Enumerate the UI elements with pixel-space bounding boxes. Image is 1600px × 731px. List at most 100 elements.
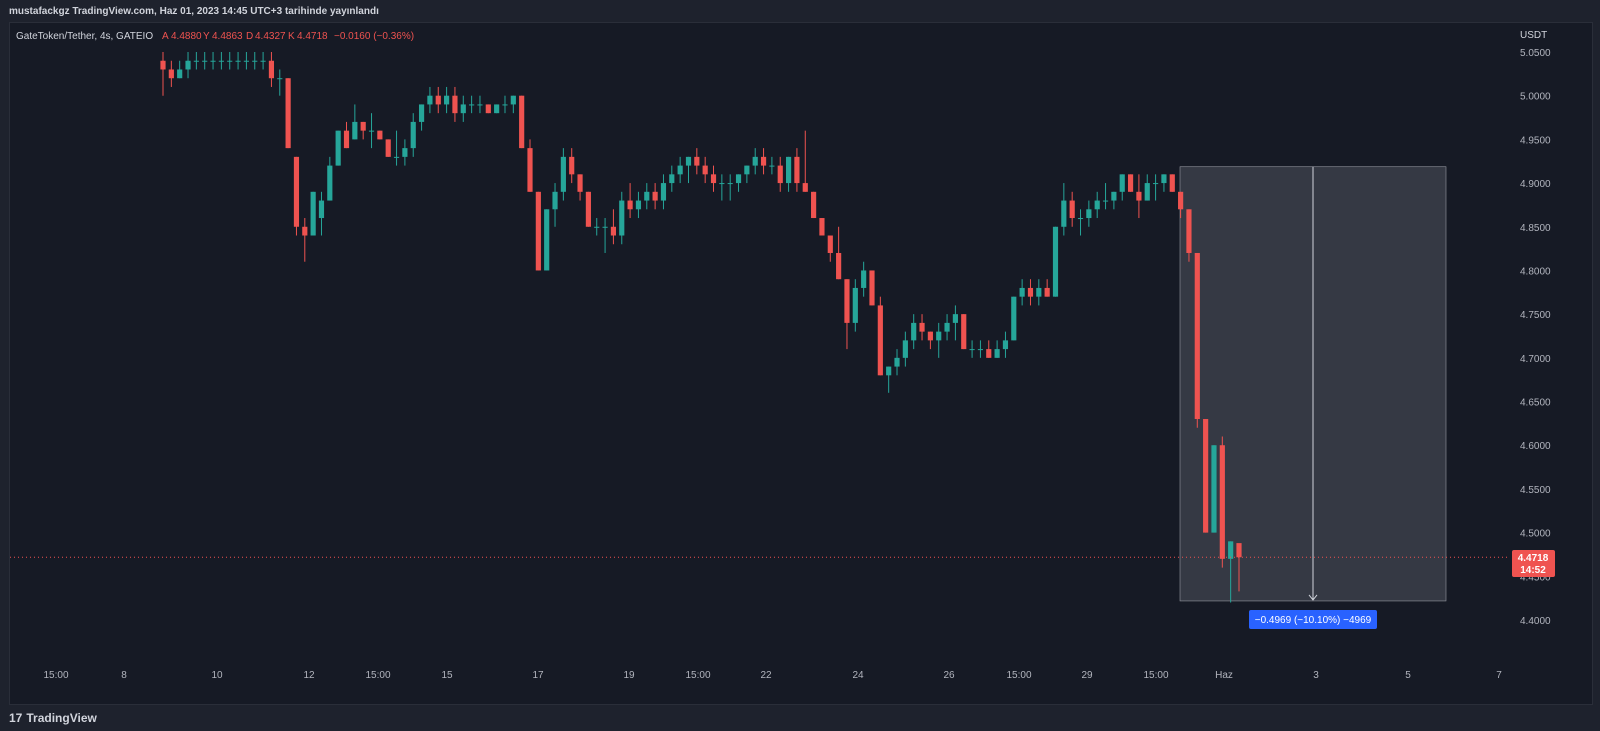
time-tick: 15:00: [685, 670, 710, 681]
candles: [160, 52, 1242, 603]
candle-body: [1144, 183, 1150, 201]
price-tick: 4.4000: [1520, 616, 1551, 627]
candle-body: [327, 165, 333, 201]
candle-body: [1236, 543, 1242, 558]
candle-body: [268, 60, 275, 79]
candle-body: [402, 148, 408, 157]
time-tick: 12: [303, 670, 315, 681]
legend-close: 4.4718: [297, 31, 328, 42]
candle-body: [469, 104, 475, 106]
candle-body: [760, 156, 767, 166]
candle-body: [502, 104, 508, 106]
tradingview-logo-icon: 17: [9, 711, 23, 725]
candle-body: [1194, 252, 1200, 420]
price-tick: 4.7000: [1520, 354, 1551, 365]
candle-body: [360, 121, 366, 131]
candle-body: [1186, 209, 1192, 253]
candle-body: [1102, 200, 1109, 202]
time-tick: 15:00: [1143, 670, 1168, 681]
chart-panel[interactable]: [9, 22, 1593, 705]
candle-body: [177, 69, 183, 79]
candle-body: [410, 121, 416, 149]
candle-body: [594, 226, 600, 228]
time-tick: 7: [1496, 670, 1502, 681]
candle-body: [986, 349, 992, 358]
time-tick: 15: [441, 670, 453, 681]
candle-body: [1178, 191, 1184, 210]
candle-body: [977, 349, 984, 351]
price-tick: 4.9000: [1520, 179, 1551, 190]
legend: GateToken/Tether, 4s, GATEIO A 4.4880 Y …: [16, 31, 414, 42]
candle-body: [635, 200, 642, 210]
candle-body: [160, 60, 166, 70]
candle-body: [719, 183, 725, 185]
candle-body: [919, 322, 925, 332]
candle-body: [243, 60, 249, 62]
candle-body: [168, 69, 174, 79]
price-axis[interactable]: 5.0500 5.0000 4.9500 4.9000 4.8500 4.8000 4.75…: [1520, 48, 1551, 627]
candle-body: [677, 165, 683, 175]
time-tick: 29: [1081, 670, 1093, 681]
candle-body: [961, 314, 967, 350]
candle-body: [1052, 226, 1059, 297]
candle-body: [1203, 419, 1209, 533]
candle-body: [210, 60, 216, 62]
tradingview-logo[interactable]: 17 TradingView: [9, 711, 97, 725]
price-tick: 4.8500: [1520, 223, 1551, 234]
price-tick: 4.4500: [1520, 572, 1551, 583]
candle-body: [285, 78, 291, 149]
candle-body: [393, 156, 400, 158]
candle-body: [1019, 287, 1025, 297]
candlestick-chart[interactable]: 5.0500 5.0000 4.9500 4.9000 4.8500 4.8000 4.75…: [0, 0, 1600, 705]
legend-open: 4.4880: [171, 31, 202, 42]
candle-body: [869, 270, 875, 306]
candle-body: [352, 121, 358, 140]
candle-body: [1228, 541, 1234, 559]
candle-body: [1069, 200, 1075, 219]
candle-body: [619, 200, 625, 236]
candle-body: [1094, 200, 1100, 210]
candle-body: [185, 60, 191, 70]
legend-high: 4.4863: [212, 31, 243, 42]
candle-body: [1111, 191, 1117, 201]
time-tick: 15:00: [365, 670, 390, 681]
candle-body: [252, 60, 258, 62]
candle-body: [602, 226, 608, 228]
price-tick: 4.5000: [1520, 529, 1551, 540]
candle-body: [894, 357, 900, 367]
candle-body: [994, 349, 1000, 358]
candle-body: [227, 60, 233, 62]
measure-result-badge: −0.4969 (−10.10%) −4969: [1249, 610, 1377, 629]
candle-body: [418, 104, 425, 122]
candle-body: [527, 148, 533, 192]
candle-body: [1061, 200, 1067, 227]
candle-body: [235, 60, 241, 62]
candle-body: [769, 165, 775, 167]
price-tick: 4.8000: [1520, 266, 1551, 277]
candle-body: [193, 60, 199, 62]
price-tick: 5.0500: [1520, 48, 1551, 59]
candle-body: [969, 349, 975, 351]
candle-body: [844, 279, 850, 323]
candle-body: [477, 104, 483, 106]
candle-body: [902, 340, 908, 358]
candle-body: [1161, 174, 1167, 184]
header-bar: mustafackgz TradingView.com, Haz 01, 202…: [0, 0, 1600, 22]
candle-body: [1077, 218, 1084, 220]
candle-body: [560, 156, 566, 192]
candle-body: [861, 270, 867, 288]
candle-body: [293, 156, 300, 227]
candle-body: [886, 366, 892, 376]
candle-body: [836, 252, 842, 280]
candle-body: [435, 95, 441, 105]
candle-body: [1136, 191, 1142, 201]
candle-body: [952, 314, 958, 323]
time-axis[interactable]: 15:00 8 10 12 15:00 15 17 19 15:00 22 24 26 15:00 29 1…: [43, 670, 1502, 681]
candle-body: [519, 95, 525, 149]
time-tick: 24: [852, 670, 864, 681]
last-price-value: 4.4718: [1518, 553, 1549, 564]
time-tick: 10: [211, 670, 223, 681]
tradingview-brand: TradingView: [26, 711, 97, 725]
candle-body: [702, 165, 708, 175]
time-tick: 5: [1405, 670, 1411, 681]
